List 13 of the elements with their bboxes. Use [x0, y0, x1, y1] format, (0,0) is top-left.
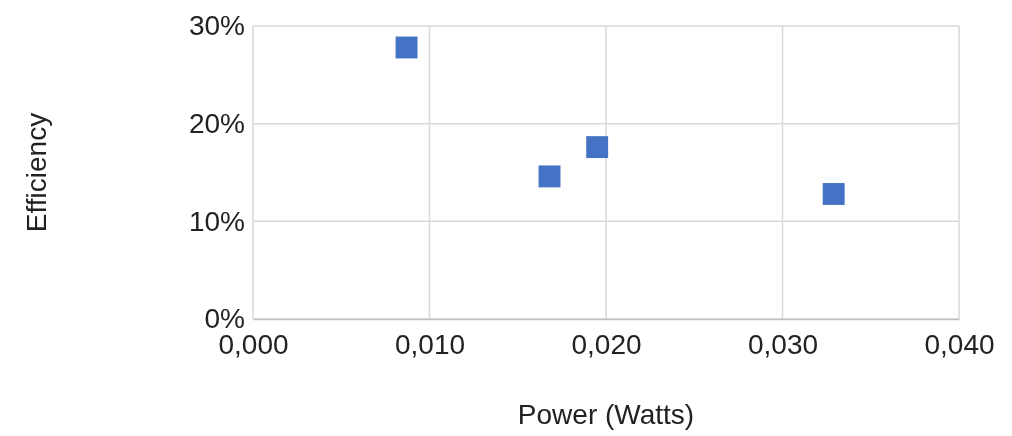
x-tick-label: 0,030	[747, 329, 819, 360]
point	[538, 165, 561, 188]
y-axis-title: Efficiency	[21, 112, 52, 233]
x-tick-label: 0,040	[924, 329, 995, 360]
point	[586, 136, 609, 159]
point	[822, 183, 845, 205]
y-tick-label: 10%	[188, 205, 245, 237]
y-tick-label: 20%	[188, 108, 245, 140]
x-tick-label: 0,020	[571, 329, 642, 360]
x-axis-title: Power (Watts)	[517, 399, 695, 430]
point	[395, 36, 418, 59]
y-tick-label: 30%	[188, 10, 245, 42]
x-tick-label: 0,010	[394, 329, 466, 360]
